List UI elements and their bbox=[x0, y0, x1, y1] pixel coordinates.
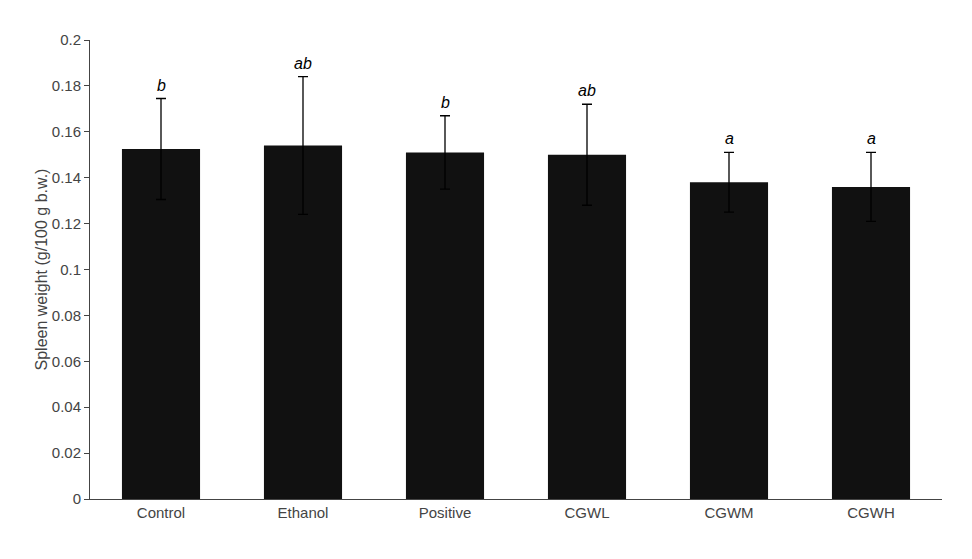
svg-text:0.18: 0.18 bbox=[52, 77, 81, 94]
svg-text:0.04: 0.04 bbox=[52, 398, 81, 415]
svg-text:ab: ab bbox=[294, 55, 312, 72]
svg-text:a: a bbox=[867, 130, 876, 147]
svg-text:0.1: 0.1 bbox=[60, 261, 81, 278]
svg-text:Spleen weight (g/100 g b.w.): Spleen weight (g/100 g b.w.) bbox=[33, 169, 50, 371]
svg-text:Positive: Positive bbox=[419, 504, 472, 521]
svg-text:b: b bbox=[157, 77, 166, 94]
svg-text:Control: Control bbox=[137, 504, 185, 521]
svg-text:0: 0 bbox=[73, 490, 81, 507]
svg-text:CGWL: CGWL bbox=[565, 504, 610, 521]
svg-text:Ethanol: Ethanol bbox=[278, 504, 329, 521]
svg-text:0.02: 0.02 bbox=[52, 444, 81, 461]
svg-text:0.16: 0.16 bbox=[52, 123, 81, 140]
svg-text:CGWM: CGWM bbox=[704, 504, 753, 521]
svg-text:0.08: 0.08 bbox=[52, 307, 81, 324]
svg-text:b: b bbox=[441, 94, 450, 111]
svg-text:a: a bbox=[725, 130, 734, 147]
svg-text:0.12: 0.12 bbox=[52, 215, 81, 232]
svg-text:0.14: 0.14 bbox=[52, 169, 81, 186]
svg-text:ab: ab bbox=[578, 82, 596, 99]
svg-text:0.06: 0.06 bbox=[52, 353, 81, 370]
svg-text:0.2: 0.2 bbox=[60, 31, 81, 48]
svg-text:CGWH: CGWH bbox=[847, 504, 895, 521]
